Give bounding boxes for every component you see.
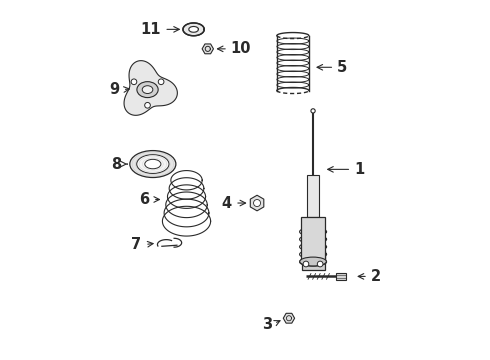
Text: 11: 11 — [140, 22, 161, 37]
Ellipse shape — [130, 150, 176, 177]
Text: 5: 5 — [337, 60, 347, 75]
Circle shape — [253, 199, 261, 207]
Circle shape — [145, 103, 150, 108]
Ellipse shape — [145, 159, 161, 169]
Bar — [301, 251, 324, 270]
Text: 7: 7 — [131, 237, 142, 252]
Ellipse shape — [137, 155, 169, 174]
Ellipse shape — [189, 27, 198, 32]
Bar — [301, 217, 325, 260]
Ellipse shape — [300, 257, 326, 266]
Circle shape — [158, 79, 164, 85]
Text: 1: 1 — [354, 162, 365, 177]
Text: 9: 9 — [109, 82, 119, 97]
Ellipse shape — [183, 23, 204, 36]
Ellipse shape — [142, 86, 153, 94]
Ellipse shape — [137, 82, 158, 98]
Text: 8: 8 — [111, 157, 122, 172]
Polygon shape — [124, 60, 177, 115]
Circle shape — [318, 261, 323, 267]
Bar — [336, 273, 346, 280]
Text: 2: 2 — [371, 269, 381, 284]
Text: 10: 10 — [230, 41, 250, 57]
Circle shape — [303, 261, 309, 267]
Circle shape — [131, 79, 137, 85]
Bar — [307, 175, 319, 217]
Text: 3: 3 — [262, 317, 272, 332]
Text: 6: 6 — [139, 192, 149, 207]
Circle shape — [311, 109, 315, 113]
Text: 4: 4 — [221, 195, 232, 211]
